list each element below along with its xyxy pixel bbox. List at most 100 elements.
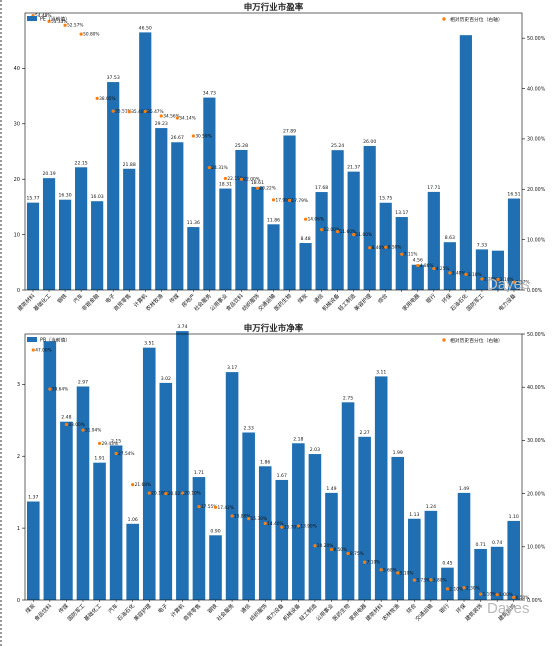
y2-tick-label: 50.00% <box>527 332 546 338</box>
bar-value-label: 1.99 <box>393 450 403 456</box>
y2-tick-label: 0.00% <box>527 598 543 604</box>
bar-value-label: 0.90 <box>210 528 220 534</box>
bar <box>331 150 344 290</box>
bar <box>42 178 56 290</box>
bar <box>251 186 264 290</box>
percentile-label: 13.90% <box>300 524 316 530</box>
watermark-text: Dayes <box>487 276 530 293</box>
percentile-label: 3.80% <box>433 577 447 583</box>
pe-chart: 申万行业市盈率 15.77 20.19 16.30 22.15 16.03 37.53 21.… <box>14 2 546 313</box>
bar-value-label: 46.50 <box>139 25 152 31</box>
percentile-label: 1.00% <box>499 592 513 598</box>
percentile-point <box>47 19 51 24</box>
bar-value-label: 8.63 <box>445 235 455 241</box>
percentile-point <box>271 198 276 202</box>
percentile-label: 20.10% <box>151 491 167 497</box>
x-tick-label: 电力设备 <box>496 291 517 312</box>
percentile-label: 3.10% <box>468 272 482 278</box>
percentile-point <box>97 441 102 446</box>
bar-value-label: 8.48 <box>300 236 310 242</box>
percentile-label: 39.64% <box>52 387 68 393</box>
x-tick-label: 家用电器 <box>400 291 421 312</box>
bar <box>242 432 255 600</box>
bar-value-label: 0.71 <box>475 542 485 548</box>
y2-tick-label: 10.00% <box>527 545 546 551</box>
percentile-label: 29.43% <box>102 441 118 447</box>
percentile-label: 0.50% <box>516 595 530 601</box>
bar-value-label: 37.53 <box>107 75 120 81</box>
percentile-label: 50.80% <box>83 32 99 38</box>
bar-value-label: 20.19 <box>42 171 55 177</box>
percentile-label: 17.90% <box>276 197 292 203</box>
percentile-label: 11.60% <box>340 229 356 235</box>
percentile-label: 21.68% <box>135 482 151 488</box>
x-tick-label: 医药生物 <box>272 291 293 312</box>
percentile-label: 3.40% <box>452 270 466 276</box>
pb-chart: 申万行业市净率 1.37 2.48 2.97 1.91 2.15 1.06 3.51 3.02 3… <box>17 323 546 623</box>
bar <box>507 198 521 290</box>
x-tick-label: 传媒 <box>167 291 181 305</box>
percentile-label: 4.25% <box>436 266 450 272</box>
x-tick-label: 农林牧渔 <box>144 291 165 312</box>
x-tick-label: 钢铁 <box>206 601 220 615</box>
bar-value-label: 21.37 <box>347 165 360 171</box>
bar-value-label: 7.33 <box>477 242 487 248</box>
percentile-point <box>445 587 450 591</box>
bar-value-label: 15.77 <box>26 196 39 202</box>
bar-value-label: 16.03 <box>91 194 104 200</box>
bar <box>299 243 312 290</box>
percentile-point <box>319 227 324 232</box>
y-tick-label: 1 <box>17 526 20 532</box>
bar-value-label: 2.27 <box>359 430 369 436</box>
x-tick-label: 通信 <box>312 291 326 305</box>
percentile-point <box>247 517 251 521</box>
bar <box>203 97 216 291</box>
percentile-point <box>336 229 340 234</box>
bar <box>267 224 280 290</box>
x-tick-label: 环保 <box>440 291 454 305</box>
percentile-label: 2.30% <box>466 585 480 591</box>
bar-value-label: 25.28 <box>235 143 248 149</box>
x-tick-label: 综合 <box>376 291 390 305</box>
percentile-point <box>197 505 201 509</box>
bar-value-label: 1.71 <box>194 470 204 476</box>
percentile-point <box>64 422 69 427</box>
bar-value-label: 1.49 <box>326 486 336 492</box>
percentile-point <box>379 568 383 572</box>
bar <box>109 445 123 600</box>
bar-value-label: 29.23 <box>155 121 168 127</box>
legend-point-label: 相对历史百分位（右轴） <box>450 16 503 23</box>
percentile-label: 35.51% <box>115 109 131 115</box>
bar-value-label: 0.45 <box>442 561 452 567</box>
bar-value-label: 34.73 <box>203 91 216 97</box>
bar <box>258 466 272 600</box>
y-tick-label: 40 <box>14 66 20 72</box>
percentile-point <box>448 271 452 275</box>
bar <box>219 188 232 290</box>
y2-tick-label: 30.00% <box>527 438 546 444</box>
percentile-label: 5.10% <box>400 570 414 576</box>
percentile-label: 34.14% <box>179 116 195 122</box>
percentile-label: 12.00% <box>324 227 340 233</box>
x-tick-label: 基础化工 <box>32 291 53 312</box>
bar <box>283 135 296 290</box>
bar-value-label: 26.67 <box>171 135 184 141</box>
bar-value-label: 1.49 <box>459 486 469 492</box>
bar <box>155 128 168 290</box>
bar <box>142 347 156 600</box>
bar <box>159 382 173 600</box>
bar-value-label: 1.37 <box>28 495 38 501</box>
percentile-point <box>263 521 267 525</box>
y-tick-label: 2 <box>17 454 20 460</box>
y-tick-label: 0 <box>17 598 20 604</box>
bar-value-label: 2.33 <box>244 425 254 431</box>
percentile-label: 38.05% <box>99 96 115 102</box>
legend-bar-label: PE（当前值） <box>40 16 70 23</box>
percentile-label: 53.33% <box>51 19 67 25</box>
x-tick-label: 电子 <box>156 601 170 615</box>
percentile-point <box>63 23 67 27</box>
percentile-label: 22.00% <box>243 177 259 183</box>
percentile-label: 20.10% <box>184 491 200 497</box>
percentile-point <box>164 491 168 496</box>
percentile-point <box>496 277 500 282</box>
